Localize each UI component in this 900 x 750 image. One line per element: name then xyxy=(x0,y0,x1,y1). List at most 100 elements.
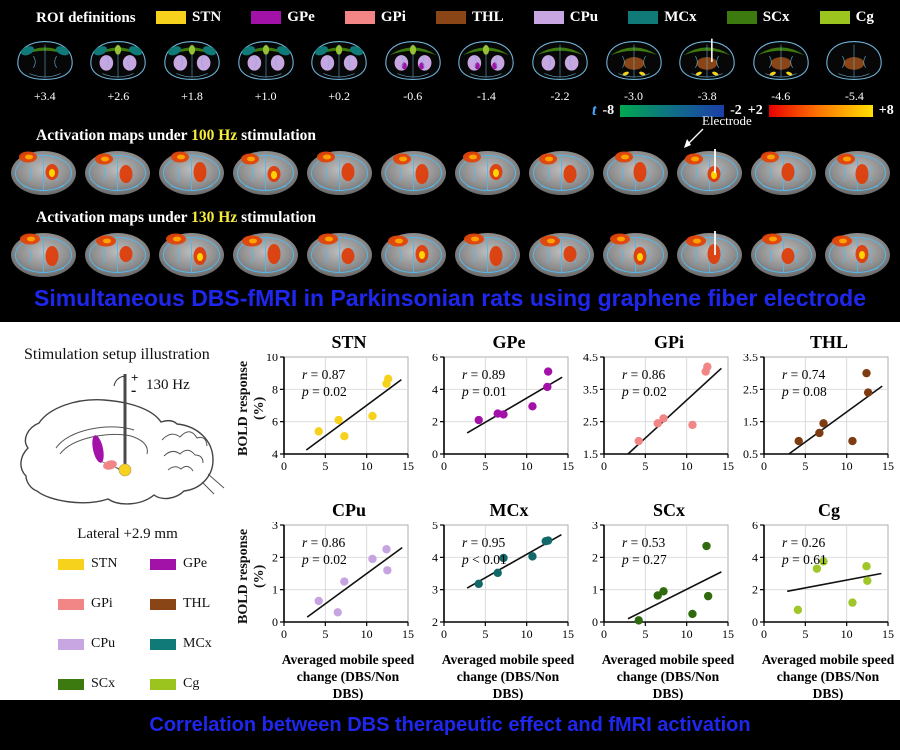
svg-text:0: 0 xyxy=(761,459,767,473)
roi-color-swatch xyxy=(58,558,84,570)
roi-label: GPi xyxy=(91,596,113,611)
activation-brain-slice xyxy=(232,233,298,277)
activation-heading-130: Activation maps under 130 Hz stimulation xyxy=(36,209,316,227)
roi-label: GPe xyxy=(183,556,208,571)
roi-color-swatch xyxy=(344,11,375,24)
svg-text:2: 2 xyxy=(432,415,438,429)
activation-brain-slice xyxy=(602,151,668,195)
stn-structure xyxy=(118,463,132,477)
svg-text:0: 0 xyxy=(761,627,767,641)
p-value: p = 0.02 xyxy=(621,384,667,399)
scatter-panel-MCx: MCx 0 5 10 15 2 3 4 5 r = 0.95 p < 0.01 Averaged mo… xyxy=(416,500,576,702)
roi-color-swatch xyxy=(150,598,176,610)
roi-brain-slice xyxy=(17,41,73,80)
scatter-plot: 0 5 10 15 1.5 2.5 3.5 4.5 r = 0.86 p = 0.02 xyxy=(583,350,734,473)
data-point xyxy=(499,553,508,563)
scatter-panel-CPu: CPu 0 5 10 15 0 1 2 3 r = 0.86 p = 0.02 Averaged mo… xyxy=(256,500,416,702)
activation-slice-cell xyxy=(820,146,894,198)
roi-brain-slice xyxy=(679,38,735,80)
data-point xyxy=(634,616,643,625)
svg-text:2: 2 xyxy=(752,583,758,597)
roi-color-swatch xyxy=(628,11,659,24)
roi-color-swatch xyxy=(533,11,564,24)
roi-legend-item: THL xyxy=(435,9,504,26)
r-value: r = 0.89 xyxy=(462,367,506,382)
svg-text:2: 2 xyxy=(272,550,278,564)
roi-brain-slice xyxy=(753,41,809,80)
roi-legend-item: GPe xyxy=(251,9,315,26)
data-point xyxy=(848,436,857,446)
roi-legend-item: SCx xyxy=(726,9,789,26)
p-value: p < 0.01 xyxy=(461,552,507,567)
x-axis-label: Averaged mobile speed change (DBS/Non DBS… xyxy=(761,652,895,701)
r-value: r = 0.26 xyxy=(782,535,826,550)
t-colorbar: t -8 -2 +2 +8 xyxy=(592,102,894,120)
roi-color-swatch xyxy=(819,11,850,24)
roi-label: STN xyxy=(91,556,118,571)
svg-text:10: 10 xyxy=(841,627,853,641)
data-point xyxy=(493,568,502,578)
activation-brain-slice xyxy=(454,233,520,277)
scatter-plot: 0 5 10 15 0 1 2 3 r = 0.53 p = 0.27 xyxy=(592,518,734,641)
data-point xyxy=(703,591,713,601)
activation-slice-cell xyxy=(376,228,450,280)
r-value: r = 0.53 xyxy=(622,535,666,550)
roi-color-swatch xyxy=(150,638,176,650)
svg-text:3: 3 xyxy=(272,522,278,532)
svg-text:4: 4 xyxy=(752,550,758,564)
activation-brain-slice xyxy=(306,233,372,277)
roi-color-swatch xyxy=(251,11,282,24)
data-point xyxy=(819,557,828,566)
x-axis-label: Averaged mobile speed change (DBS/Non DBS… xyxy=(281,652,415,701)
svg-text:5: 5 xyxy=(432,522,438,532)
activation-slice-cell xyxy=(80,228,154,280)
roi-color-swatch xyxy=(150,558,176,570)
activation-brain-slice xyxy=(454,151,520,195)
p-value: p = 0.61 xyxy=(781,552,827,567)
svg-text:15: 15 xyxy=(402,627,414,641)
svg-text:0: 0 xyxy=(281,459,287,473)
roi-color-swatch xyxy=(726,11,757,24)
svg-text:6: 6 xyxy=(272,415,278,429)
r-value: r = 0.86 xyxy=(622,367,666,382)
data-point xyxy=(543,536,553,545)
heading-prefix: Activation maps under xyxy=(36,209,192,226)
roi-brain-slice xyxy=(164,41,220,80)
roi-label: Cg xyxy=(183,676,200,691)
data-point xyxy=(543,367,553,376)
roi-color-swatch xyxy=(58,678,84,690)
activation-slice-cell xyxy=(746,228,820,280)
svg-text:0: 0 xyxy=(601,459,607,473)
svg-text:0.5: 0.5 xyxy=(743,447,758,461)
electrode-arrow-icon xyxy=(684,128,704,148)
p-value: p = 0.01 xyxy=(461,384,507,399)
data-point xyxy=(634,436,643,446)
svg-text:2: 2 xyxy=(592,550,598,564)
roi-slice-cell: -3.0 xyxy=(597,36,671,104)
activation-brain-slice xyxy=(528,151,594,195)
activation-slice-cell xyxy=(450,146,524,198)
setup-roi-legend: STN GPe GPi THL CPu MCx SCx Cg xyxy=(58,556,242,692)
data-point xyxy=(848,598,857,607)
svg-text:1: 1 xyxy=(592,583,598,597)
roi-brain-slice xyxy=(311,41,367,80)
data-point xyxy=(702,541,711,551)
scatter-plot: 0 5 10 15 2 3 4 5 r = 0.95 p < 0.01 xyxy=(432,518,574,641)
data-point xyxy=(474,579,483,589)
slice-coordinate: -0.6 xyxy=(403,89,423,103)
roi-brain-slice xyxy=(605,41,662,80)
slice-coordinate: -4.6 xyxy=(771,89,791,103)
scatter-panel-SCx: SCx 0 5 10 15 0 1 2 3 r = 0.53 p = 0.27 Averaged mo… xyxy=(576,500,736,702)
roi-slice-cell: -4.6 xyxy=(744,36,818,104)
data-point xyxy=(815,428,824,438)
svg-text:5: 5 xyxy=(322,627,328,641)
data-point xyxy=(659,414,668,423)
scatter-panel-GPe: GPe 0 5 10 15 0 2 4 6 r = 0.89 p = 0.01 xyxy=(416,332,576,481)
data-point xyxy=(819,419,828,428)
data-point xyxy=(862,368,871,378)
activation-brain-slice xyxy=(750,233,816,277)
activation-brain-slice xyxy=(10,233,76,277)
svg-text:5: 5 xyxy=(642,459,648,473)
activation-slice-cell xyxy=(820,228,894,280)
data-point xyxy=(653,591,662,600)
